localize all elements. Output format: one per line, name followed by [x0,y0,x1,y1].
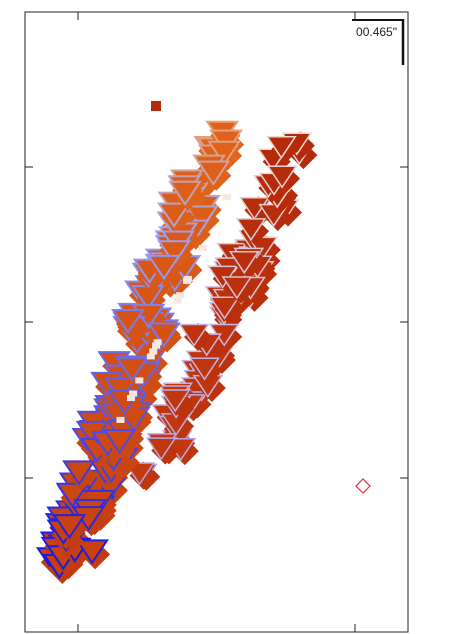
marker [183,278,191,284]
marker [223,194,231,200]
marker [135,377,143,383]
marker [116,417,124,423]
page: 00.465" (() => { const data = JSON.parse… [0,0,455,634]
marker [199,245,207,251]
plot: 00.465" [0,0,455,634]
marker [151,101,161,111]
marker [147,353,155,359]
marker [173,298,181,304]
marker [129,390,137,396]
marker [152,342,160,348]
scale-bar-label: 00.465" [356,25,397,39]
marker [176,292,184,298]
